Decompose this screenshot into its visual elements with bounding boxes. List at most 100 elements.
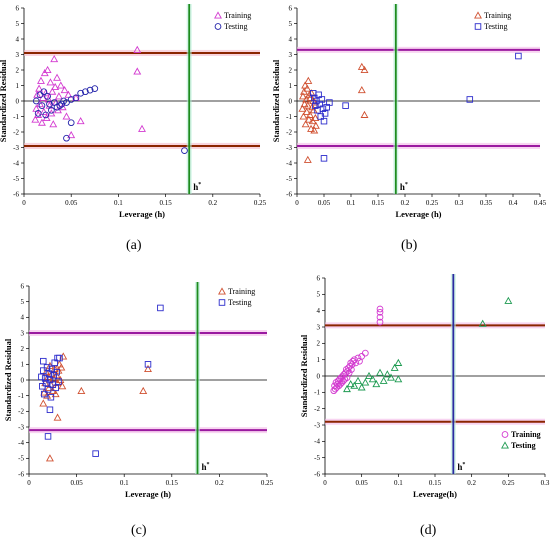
panel-b-y-tick-label: -5 xyxy=(286,175,292,183)
panel-c-point-testing xyxy=(43,364,51,371)
panel-d-point-testing xyxy=(394,375,403,383)
panel-b-y-tick-label: -6 xyxy=(286,190,292,198)
panel-b-legend-label-training: Training xyxy=(484,11,511,20)
panel-d-point-testing xyxy=(383,370,392,378)
panel-a-y-tick-label: 4 xyxy=(16,35,20,43)
panel-b-y-tick-label: 2 xyxy=(289,66,293,74)
panel-a-point-testing xyxy=(181,147,188,154)
panel-b: -6 -5 -4 -3 -2 -1 0 1 2 3 4 5 6 0 0.05 0.1 0.15 0.2 0.25 0.… xyxy=(271,4,547,219)
panel-c-point-training xyxy=(45,454,54,462)
panel-c-x-tick-label: 0.15 xyxy=(166,479,179,487)
panel-d-x-tick-label: 0.1 xyxy=(394,479,403,487)
panel-c-point-testing xyxy=(40,390,48,398)
panel-a-point-training xyxy=(51,82,60,91)
panel-a-point-training xyxy=(46,78,55,86)
panel-b-x-axis-title: Leverage (h) xyxy=(395,209,441,219)
panel-b-y-tick-label: -3 xyxy=(286,144,292,152)
panel-a-point-training xyxy=(48,87,57,95)
panel-c-point-testing xyxy=(144,361,152,368)
panel-b-point-training xyxy=(357,62,366,70)
caption-a: (a) xyxy=(126,238,142,253)
panel-a-x-tick-label: 0.25 xyxy=(254,199,267,207)
panel-b-point-testing xyxy=(326,99,333,106)
panel-c-point-training xyxy=(144,364,152,373)
panel-a-point-testing xyxy=(91,85,99,92)
panel-a-y-axis-title: Standardized Residual xyxy=(0,59,8,142)
panel-b-point-training xyxy=(360,110,369,118)
panel-d-y-tick-label: 6 xyxy=(317,274,321,282)
panel-c-y-tick-label: -3 xyxy=(18,423,24,431)
panel-a-point-training xyxy=(56,81,65,89)
panel-b-y-tick-label: 3 xyxy=(289,51,293,59)
panel-a-point-testing xyxy=(46,100,53,108)
panel-c-point-testing xyxy=(92,450,99,457)
panel-b-x-tick-label: 0.4 xyxy=(509,199,518,207)
panel-d-x-axis-title: Leverage(h) xyxy=(413,489,457,499)
panel-a-point-testing xyxy=(34,110,42,117)
panel-d-y-tick-label: -3 xyxy=(314,421,320,429)
panel-b-y-axis-title: Standardized Residual xyxy=(271,59,281,142)
panel-c-y-tick-label: -2 xyxy=(18,408,24,416)
panel-c-legend-label-testing: Testing xyxy=(228,298,251,307)
panel-b-point-training xyxy=(300,99,309,108)
panel-c-point-training xyxy=(57,363,66,371)
panel-a-point-testing xyxy=(67,119,75,127)
panel-c-point-training xyxy=(43,391,52,399)
panel-a-point-training xyxy=(39,107,48,115)
panel-b-point-training xyxy=(310,126,319,134)
panel-c-point-testing xyxy=(44,433,52,440)
panel-a-h-star-label: h* xyxy=(193,182,201,192)
panel-a-point-training xyxy=(64,90,73,98)
panel-d-point-testing xyxy=(376,368,384,376)
panel-b-point-training xyxy=(298,92,307,100)
panel-d-x-tick-label: 0.2 xyxy=(467,479,476,487)
panel-a-point-testing xyxy=(42,111,50,119)
panel-d-x-tick-label: 0.3 xyxy=(541,479,550,487)
panel-c-y-tick-label: -4 xyxy=(18,439,24,447)
caption-c: (c) xyxy=(131,523,147,538)
panel-d-y-axis-title: Standardized Residual xyxy=(299,334,309,417)
panel-a-point-training xyxy=(31,115,40,123)
panel-c-point-testing xyxy=(41,375,49,382)
panel-d-y-tick-label: -5 xyxy=(314,454,320,462)
panel-b-y-tick-label: 6 xyxy=(289,4,293,12)
panel-d-x-tick-label: 0.15 xyxy=(429,479,442,487)
panel-c-point-training xyxy=(139,386,148,394)
panel-b-point-training xyxy=(302,107,311,115)
panel-c-point-testing xyxy=(47,393,55,401)
panel-a-point-training xyxy=(67,130,76,139)
panel-a-y-tick-label: -4 xyxy=(13,159,19,167)
panel-b-x-tick-label: 0.3 xyxy=(455,199,464,207)
panel-d-legend-label-testing: Testing xyxy=(511,441,536,450)
panel-a: -6 -5 -4 -3 -2 -1 0 1 2 3 4 5 6 0 0.05 0.1 0.15 0.2 0.25 Le… xyxy=(0,4,267,219)
panel-d-y-tick-label: 3 xyxy=(317,323,321,331)
panel-d-point-testing xyxy=(361,378,370,386)
panel-d-point-training xyxy=(376,318,384,326)
panel-b-point-training xyxy=(304,76,313,84)
panel-b-point-training xyxy=(304,115,313,123)
panel-a-point-training xyxy=(35,84,44,92)
panel-d-point-training xyxy=(339,377,347,385)
panel-d-y-tick-label: -4 xyxy=(314,438,320,446)
panel-d-point-testing xyxy=(394,358,403,366)
panel-a-point-testing xyxy=(67,96,75,103)
panel-a-y-tick-label: -1 xyxy=(13,113,19,121)
panel-b-point-training xyxy=(303,84,312,92)
panel-b-legend-marker-training xyxy=(474,11,482,19)
panel-c-y-tick-label: -6 xyxy=(18,470,24,478)
panel-d-legend-marker-training xyxy=(501,431,509,438)
panel-a-point-training xyxy=(36,99,45,108)
panel-d-y-tick-label: 2 xyxy=(317,340,321,348)
panel-b-point-testing xyxy=(320,117,328,125)
panel-c-point-testing xyxy=(44,386,52,393)
panel-a-y-tick-label: -2 xyxy=(13,128,19,136)
panel-b-point-testing xyxy=(318,96,326,103)
panel-d-point-training xyxy=(347,359,355,367)
panel-b-legend-marker-testing xyxy=(474,23,482,30)
panel-b-point-training xyxy=(306,93,315,101)
panel-d-y-tick-label: 1 xyxy=(317,356,321,364)
panel-d-y-tick-label: 0 xyxy=(317,372,321,380)
panel-b-point-training xyxy=(357,86,366,94)
panel-b-y-tick-label: 0 xyxy=(289,97,293,105)
